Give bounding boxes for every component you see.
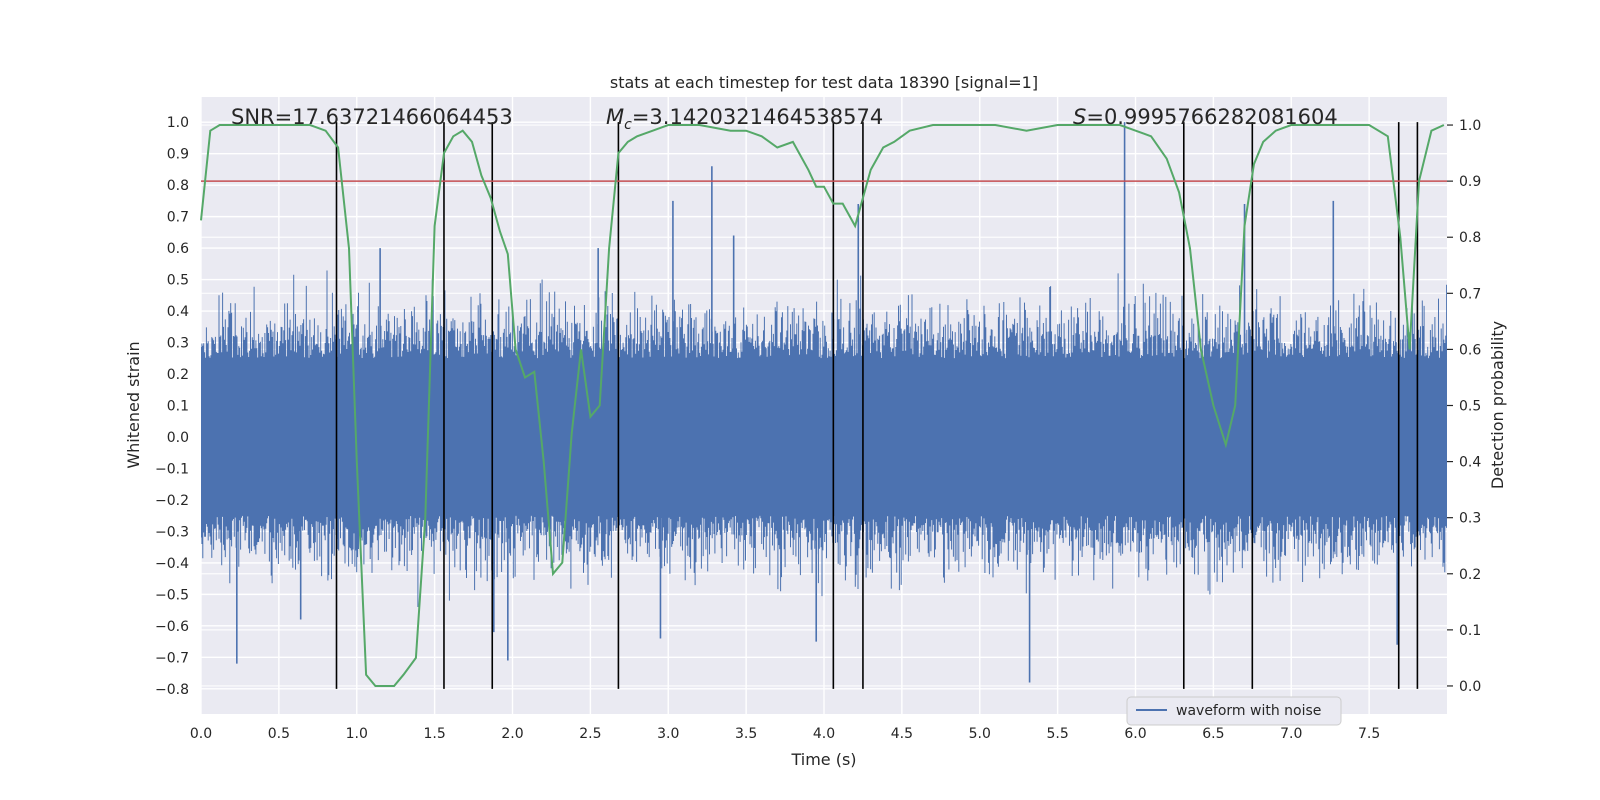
y-right-tick-label: 0.5 bbox=[1459, 399, 1481, 415]
y-tick-label: 0.0 bbox=[167, 430, 189, 446]
waveform-line bbox=[201, 270, 1447, 607]
y-axis-right-ticks: 1.0 0.9 0.8 0.7 0.6 0.5 0.4 0.3 0.2 0.1 0.0 bbox=[1447, 118, 1481, 695]
x-axis-ticks: 0.0 0.5 1.0 1.5 2.0 2.5 3.0 3.5 4.0 4.5 5.0 5.5 6.0 6… bbox=[190, 726, 1380, 742]
x-tick-label: 6.0 bbox=[1124, 726, 1146, 742]
x-tick-label: 4.0 bbox=[813, 726, 835, 742]
x-tick-label: 1.0 bbox=[346, 726, 368, 742]
y-right-tick-label: 0.7 bbox=[1459, 286, 1481, 302]
x-tick-label: 5.5 bbox=[1046, 726, 1068, 742]
y-tick-label: −0.4 bbox=[155, 556, 189, 572]
x-tick-label: 3.0 bbox=[657, 726, 679, 742]
significance-value: =0.9995766282081604 bbox=[1086, 105, 1337, 129]
x-tick-label: 2.0 bbox=[501, 726, 523, 742]
x-tick-label: 7.5 bbox=[1358, 726, 1380, 742]
y-axis-ticks: 1.0 0.9 0.8 0.7 0.6 0.5 0.4 0.3 0.2 0.1 0.0 −0.1 −0.… bbox=[155, 115, 189, 698]
x-tick-label: 0.5 bbox=[268, 726, 290, 742]
y-tick-label: 0.9 bbox=[167, 147, 189, 163]
y-tick-label: 0.7 bbox=[167, 210, 189, 226]
y-tick-label: −0.7 bbox=[155, 650, 189, 666]
x-tick-label: 4.5 bbox=[891, 726, 913, 742]
y-right-tick-label: 0.6 bbox=[1459, 342, 1481, 358]
x-tick-label: 7.0 bbox=[1280, 726, 1302, 742]
y-tick-label: −0.2 bbox=[155, 493, 189, 509]
y-tick-label: 0.3 bbox=[167, 336, 189, 352]
y-right-tick-label: 0.3 bbox=[1459, 511, 1481, 527]
y-tick-label: 0.6 bbox=[167, 241, 189, 257]
y-right-tick-label: 0.2 bbox=[1459, 567, 1481, 583]
chirp-mass-subscript: c bbox=[624, 117, 632, 133]
y-right-tick-label: 0.1 bbox=[1459, 623, 1481, 639]
x-tick-label: 1.5 bbox=[423, 726, 445, 742]
chirp-mass-symbol: M bbox=[606, 105, 624, 129]
y-tick-label: −0.5 bbox=[155, 587, 189, 603]
legend-label-waveform: waveform with noise bbox=[1176, 703, 1321, 719]
y-right-tick-label: 0.0 bbox=[1459, 679, 1481, 695]
y-tick-label: −0.6 bbox=[155, 619, 189, 635]
chirp-mass-annotation: Mc=3.1420321464538574 bbox=[606, 105, 883, 133]
y-right-tick-label: 0.9 bbox=[1459, 174, 1481, 190]
waveform-series bbox=[201, 122, 1447, 683]
chart-title: stats at each timestep for test data 183… bbox=[610, 73, 1038, 92]
x-tick-label: 3.5 bbox=[735, 726, 757, 742]
probability-series bbox=[200, 124, 1445, 687]
chirp-mass-value: =3.1420321464538574 bbox=[632, 105, 883, 129]
x-tick-label: 6.5 bbox=[1202, 726, 1224, 742]
y-axis-label: Whitened strain bbox=[124, 341, 143, 468]
x-tick-label: 0.0 bbox=[190, 726, 212, 742]
y-axis-right-label: Detection probability bbox=[1488, 321, 1507, 489]
probability-line bbox=[200, 124, 1445, 687]
y-tick-label: 1.0 bbox=[167, 115, 189, 131]
significance-annotation: S=0.9995766282081604 bbox=[1073, 105, 1338, 129]
x-tick-label: 5.0 bbox=[969, 726, 991, 742]
y-tick-label: 0.4 bbox=[167, 304, 189, 320]
significance-symbol: S bbox=[1073, 105, 1086, 129]
y-tick-label: −0.3 bbox=[155, 524, 189, 540]
y-tick-label: 0.8 bbox=[167, 178, 189, 194]
y-tick-label: −0.8 bbox=[155, 682, 189, 698]
y-tick-label: −0.1 bbox=[155, 461, 189, 477]
x-tick-label: 2.5 bbox=[579, 726, 601, 742]
y-tick-label: 0.1 bbox=[167, 399, 189, 415]
legend-box bbox=[1126, 696, 1342, 726]
x-axis-label: Time (s) bbox=[790, 750, 856, 769]
y-tick-label: 0.5 bbox=[167, 273, 189, 289]
y-right-tick-label: 1.0 bbox=[1459, 118, 1481, 134]
y-tick-label: 0.2 bbox=[167, 367, 189, 383]
snr-annotation: SNR=17.63721466064453 bbox=[231, 105, 513, 129]
y-right-tick-label: 0.8 bbox=[1459, 230, 1481, 246]
legend: waveform with noise bbox=[1126, 696, 1342, 726]
y-right-tick-label: 0.4 bbox=[1459, 455, 1481, 471]
